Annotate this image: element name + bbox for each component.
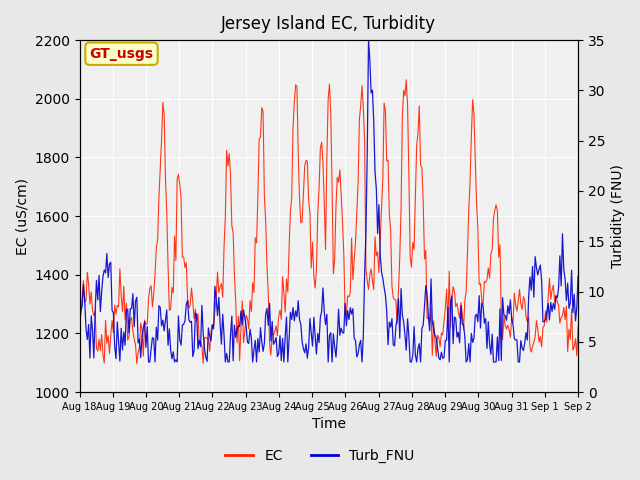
Title: Jersey Island EC, Turbidity: Jersey Island EC, Turbidity xyxy=(221,15,436,33)
X-axis label: Time: Time xyxy=(312,418,346,432)
Text: GT_usgs: GT_usgs xyxy=(90,47,154,60)
Legend: EC, Turb_FNU: EC, Turb_FNU xyxy=(220,443,420,468)
Y-axis label: Turbidity (FNU): Turbidity (FNU) xyxy=(611,164,625,268)
Y-axis label: EC (uS/cm): EC (uS/cm) xyxy=(15,178,29,254)
